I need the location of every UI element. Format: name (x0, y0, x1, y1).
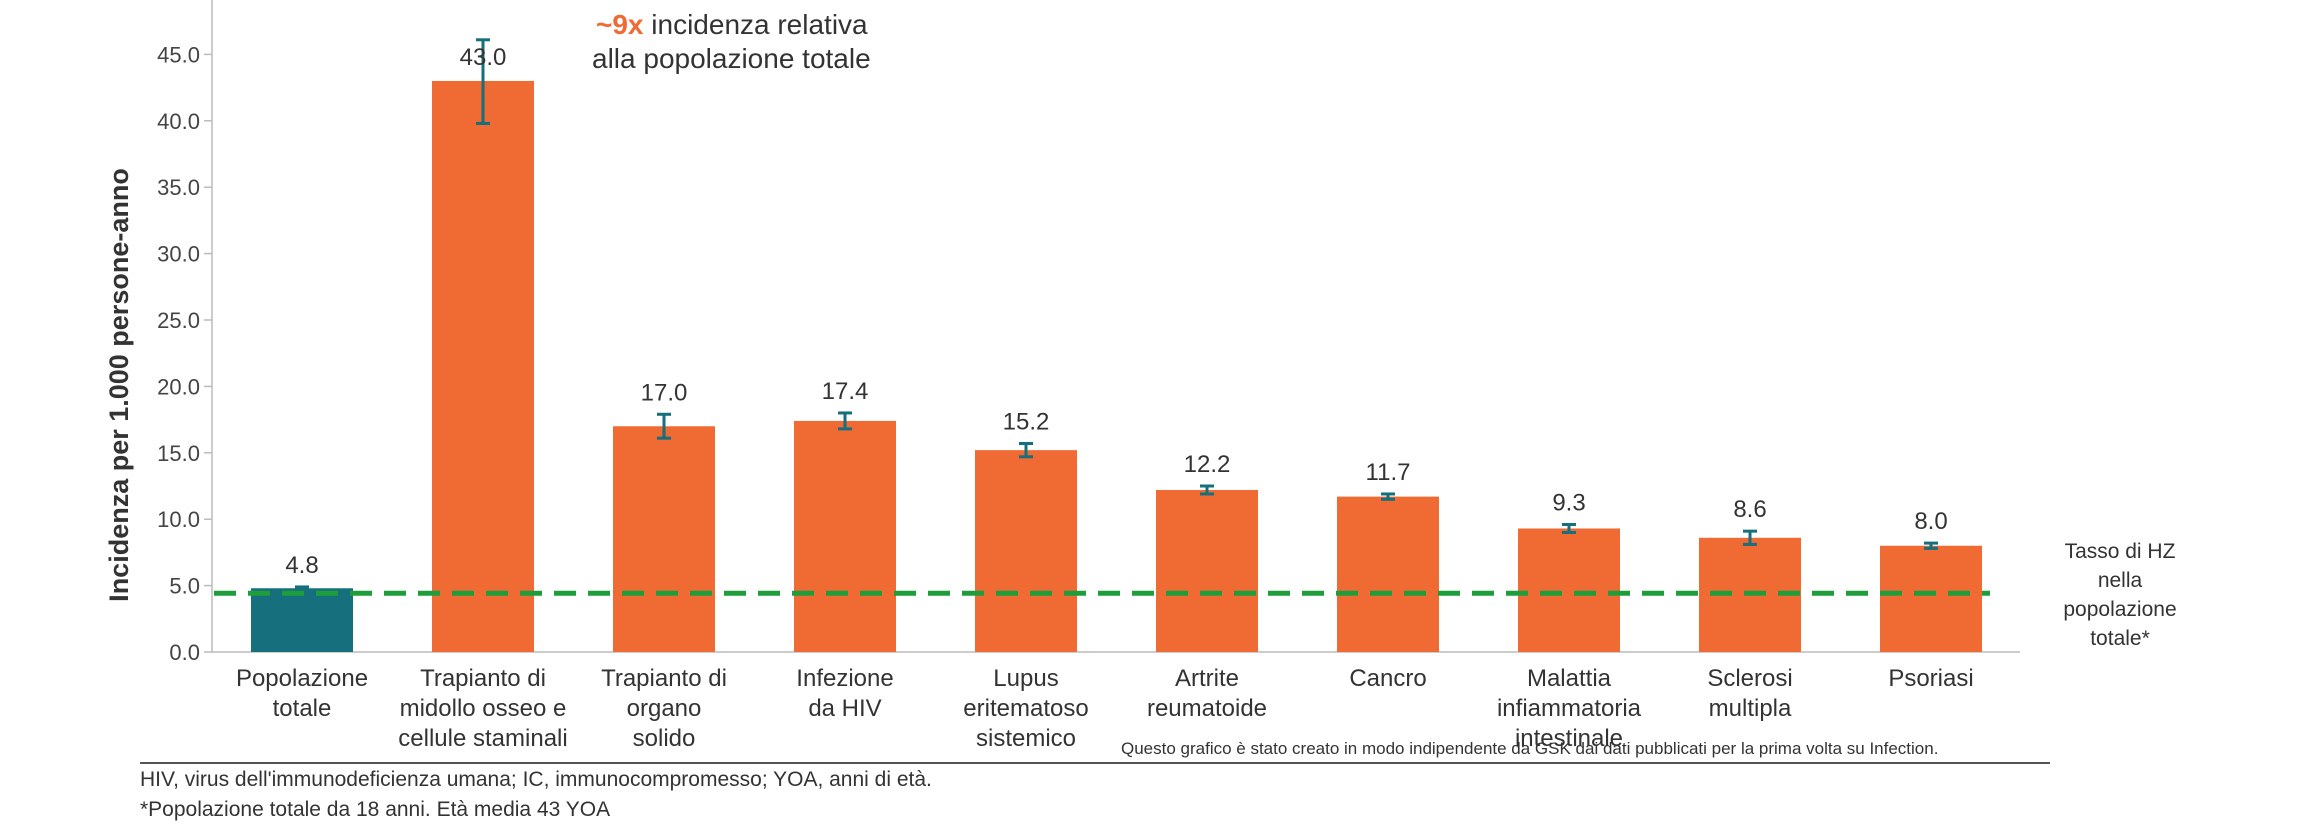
y-tick-label: 25.0 (157, 308, 200, 333)
error-bar (1743, 529, 1757, 546)
error-bar (657, 412, 671, 440)
category-label-line: eritematoso (963, 695, 1088, 722)
data-label: 17.4 (822, 378, 869, 405)
bar (251, 588, 353, 652)
annotation-line-1: ~9x incidenza relativa (596, 9, 868, 40)
error-bar (476, 38, 490, 125)
category-label-line: Lupus (993, 665, 1058, 692)
category-label: Sclerosi multipla (1707, 665, 1792, 722)
reference-line-label-line: totale* (2090, 627, 2150, 650)
y-tick-label: 15.0 (157, 441, 200, 466)
category-label: Popolazione totale (236, 665, 368, 722)
category-label-line: Popolazione (236, 665, 368, 692)
reference-line-label-line: nella (2098, 569, 2143, 592)
category-label: Artrite reumatoide (1147, 665, 1267, 722)
reference-line-group: Tasso di HZ nella popolazione totale* (214, 540, 2177, 650)
category-label-line: cellule staminali (398, 725, 567, 752)
reference-line-label-line: Tasso di HZ (2065, 540, 2176, 563)
category-label-line: organo (627, 695, 702, 722)
category-label-line: Malattia (1527, 665, 1612, 692)
category-label-line: multipla (1709, 695, 1792, 722)
footnote-population: *Popolazione totale da 18 anni. Età medi… (140, 798, 611, 821)
y-tick-label: 0.0 (169, 640, 200, 665)
data-label: 9.3 (1552, 490, 1585, 517)
y-tick-label: 40.0 (157, 109, 200, 134)
y-tick-label: 30.0 (157, 242, 200, 267)
footnote-abbreviations: HIV, virus dell'immunodeficienza umana; … (140, 768, 932, 791)
bar-series (251, 80, 1982, 652)
data-label: 4.8 (285, 552, 318, 579)
category-label-line: Trapianto di (601, 665, 727, 692)
category-label: Malattia infiammatoria intestinale (1497, 665, 1642, 752)
category-label: Trapianto di organo solido (601, 665, 727, 752)
annotation-line-2: alla popolazione totale (592, 43, 871, 74)
bar (613, 426, 715, 652)
data-label: 8.6 (1733, 496, 1766, 523)
category-label-line: Sclerosi (1707, 665, 1792, 692)
category-labels: Popolazione totale Trapianto di midollo oss… (236, 665, 1974, 752)
data-label: 43.0 (460, 44, 507, 71)
y-tick-label: 35.0 (157, 175, 200, 200)
category-label: Psoriasi (1888, 665, 1973, 692)
error-bar (1562, 523, 1576, 534)
error-bar (1019, 442, 1033, 459)
category-label-line: Artrite (1175, 665, 1239, 692)
category-label-line: reumatoide (1147, 695, 1267, 722)
category-label-line: infiammatoria (1497, 695, 1642, 722)
bar (794, 420, 896, 652)
error-bar (295, 585, 309, 592)
category-label: Cancro (1349, 665, 1426, 692)
reference-line-label: Tasso di HZ nella popolazione totale* (2063, 540, 2176, 650)
category-label-line: sistemico (976, 725, 1076, 752)
error-bar (1200, 484, 1214, 496)
category-label-line: Infezione (796, 665, 893, 692)
annotation-text: incidenza relativa (644, 9, 869, 40)
annotation-highlight: ~9x (596, 9, 644, 40)
category-label-line: da HIV (808, 695, 881, 722)
error-bar (1381, 492, 1395, 501)
bar (1156, 489, 1258, 652)
data-label: 17.0 (641, 379, 688, 406)
data-label: 15.2 (1003, 409, 1050, 436)
error-bar (838, 411, 852, 431)
category-label-line: midollo osseo e (400, 695, 567, 722)
category-label-line: Trapianto di (420, 665, 546, 692)
data-label: 11.7 (1366, 459, 1411, 486)
y-axis-label: Incidenza per 1.000 persone-anno (104, 168, 134, 602)
bar (975, 450, 1077, 652)
category-label: Lupus eritematoso sistemico (963, 665, 1088, 752)
y-tick-label: 10.0 (157, 507, 200, 532)
source-note: Questo grafico è stato creato in modo in… (1121, 739, 1938, 758)
category-label-line: totale (273, 695, 332, 722)
bar (1337, 496, 1439, 652)
category-label: Infezione da HIV (796, 665, 893, 722)
y-tick-label: 45.0 (157, 42, 200, 67)
bar (1880, 545, 1982, 652)
y-tick-label: 20.0 (157, 374, 200, 399)
data-label: 12.2 (1184, 451, 1231, 478)
bar (1518, 528, 1620, 652)
category-label-line: solido (633, 725, 696, 752)
bar (432, 80, 534, 652)
error-bars (295, 38, 1938, 592)
reference-line-label-line: popolazione (2063, 598, 2176, 621)
category-label-line: Psoriasi (1888, 665, 1973, 692)
data-label: 8.0 (1914, 508, 1947, 535)
data-labels: 4.8 43.0 17.0 17.4 15.2 12.2 11.7 9.3 8.6 8.0 (285, 44, 1947, 579)
category-label: Trapianto di midollo osseo e cellule stami… (398, 665, 567, 752)
y-tick-label: 5.0 (169, 574, 200, 599)
category-label-line: Cancro (1349, 665, 1426, 692)
category-label-line: intestinale (1515, 725, 1623, 752)
error-bar (1924, 541, 1938, 550)
